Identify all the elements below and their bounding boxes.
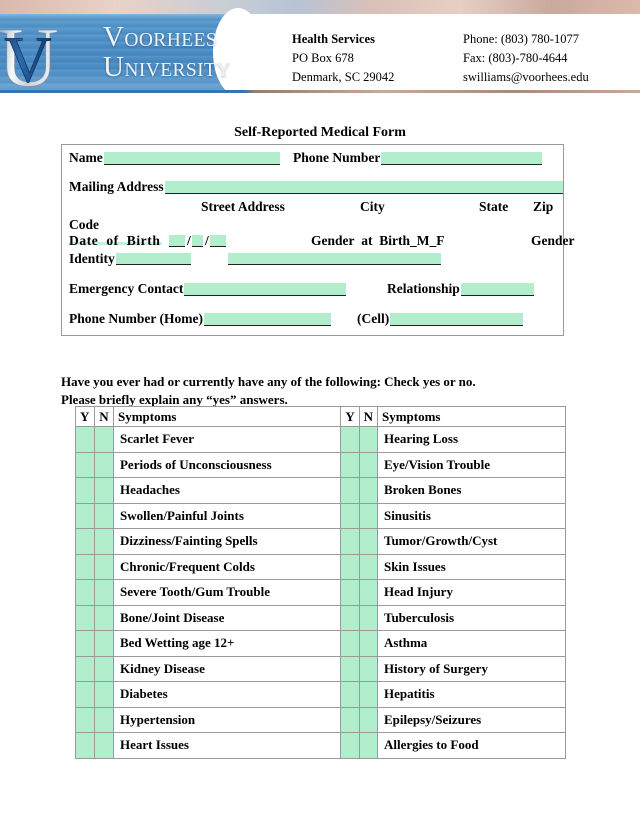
svg-text:V: V	[4, 24, 51, 92]
